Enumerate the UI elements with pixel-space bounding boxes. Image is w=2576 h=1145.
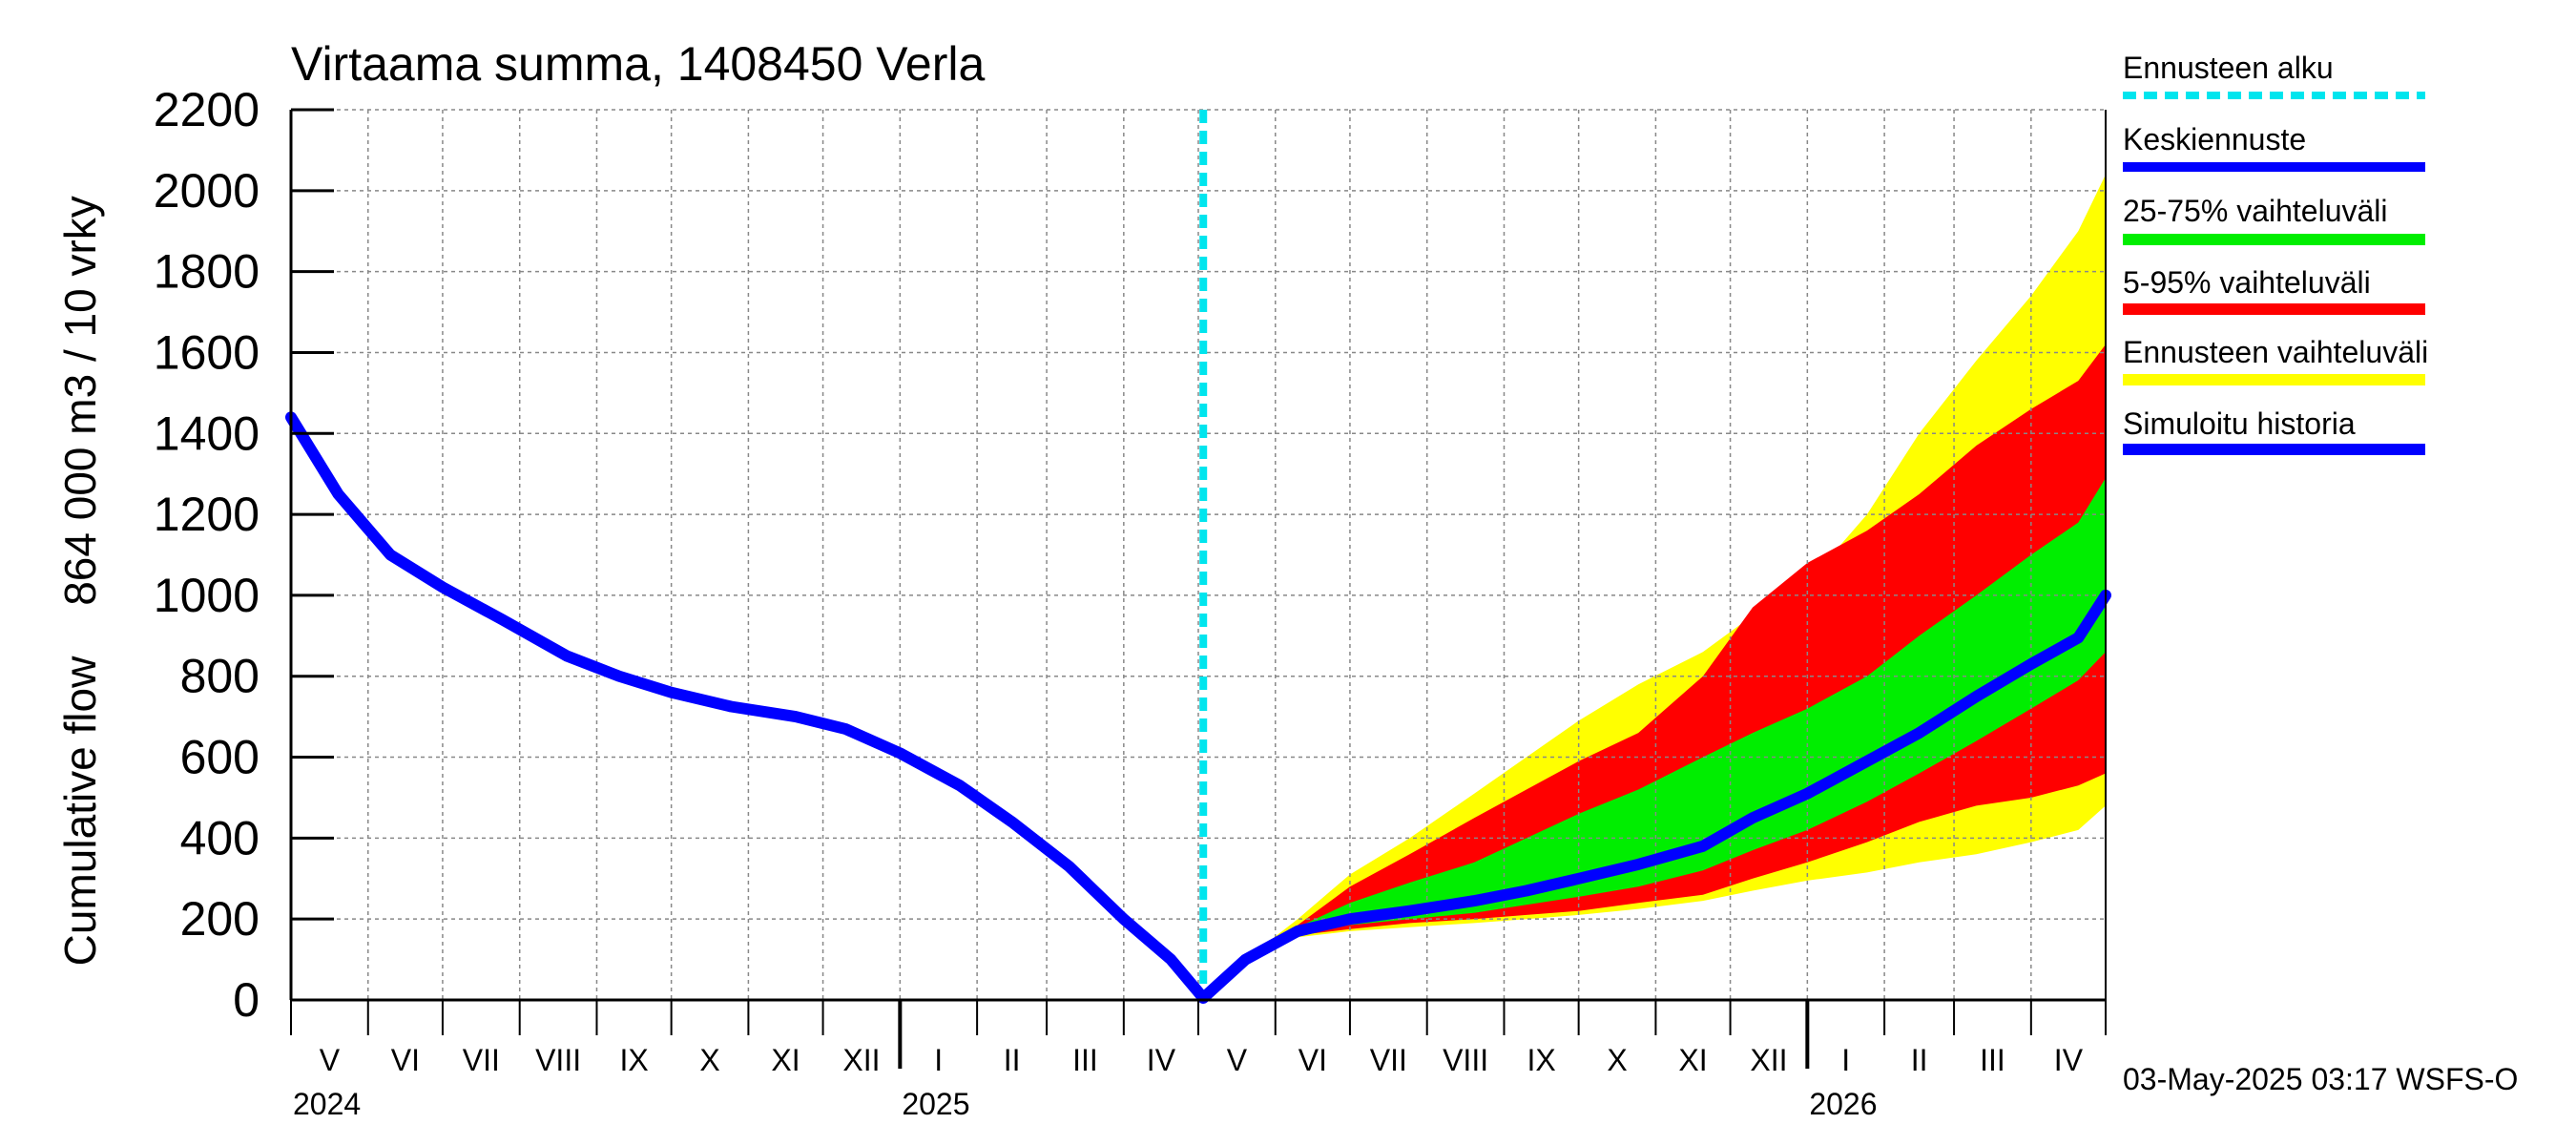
y-tick-label: 200 (180, 892, 260, 946)
x-month-label: VII (463, 1043, 500, 1077)
legend-label-p5-95: 5-95% vaihteluväli (2123, 265, 2371, 300)
legend-swatch-mean (2123, 162, 2425, 172)
y-tick-label: 2200 (154, 83, 260, 136)
history-line (285, 411, 1210, 1004)
x-month-label: II (1911, 1043, 1928, 1077)
legend-label-mean: Keskiennuste (2123, 122, 2306, 156)
x-month-label: III (1980, 1043, 2005, 1077)
legend-swatch-p5-95 (2123, 303, 2425, 315)
x-month-label: I (934, 1043, 943, 1077)
x-month-label: VII (1370, 1043, 1407, 1077)
y-tick-label: 1200 (154, 488, 260, 541)
x-month-label: VIII (535, 1043, 581, 1077)
mean-forecast-line (1197, 589, 2111, 1004)
series-lines (285, 411, 2111, 1004)
x-month-label: I (1841, 1043, 1850, 1077)
x-month-label: IV (1147, 1043, 1176, 1077)
x-month-label: V (320, 1043, 341, 1077)
footer-timestamp: 03-May-2025 03:17 WSFS-O (2123, 1062, 2518, 1096)
y-tick-label: 1600 (154, 325, 260, 379)
band-5-95 (1203, 344, 2106, 998)
legend-label-p25-75: 25-75% vaihteluväli (2123, 194, 2388, 228)
x-month-label: VIII (1443, 1043, 1488, 1077)
x-month-label: XII (842, 1043, 880, 1077)
x-month-label: X (699, 1043, 719, 1077)
y-tick-label: 600 (180, 731, 260, 784)
x-month-label: VI (391, 1043, 420, 1077)
x-month-label: VI (1298, 1043, 1327, 1077)
y-tick-label: 1400 (154, 406, 260, 460)
x-month-label: II (1004, 1043, 1021, 1077)
y-axis-label-quantity: Cumulative flow (55, 656, 105, 966)
legend-label-history: Simuloitu historia (2123, 406, 2356, 441)
x-year-label: 2026 (1809, 1087, 1877, 1121)
legend-swatch-history (2123, 444, 2425, 455)
y-tick-label: 1800 (154, 245, 260, 299)
legend: Ennusteen alku Keskiennuste 25-75% vaiht… (2123, 51, 2428, 455)
y-tick-label: 2000 (154, 164, 260, 218)
y-tick-label: 1000 (154, 569, 260, 622)
forecast-bands (1203, 174, 2106, 998)
x-month-label: XI (771, 1043, 800, 1077)
y-axis-label-unit: 864 000 m3 / 10 vrky (55, 196, 105, 606)
x-year-label: 2025 (902, 1087, 969, 1121)
legend-label-forecast-start: Ennusteen alku (2123, 51, 2334, 85)
x-month-label: V (1227, 1043, 1248, 1077)
legend-swatch-range (2123, 374, 2425, 385)
x-month-label: XII (1750, 1043, 1787, 1077)
x-month-label: III (1072, 1043, 1098, 1077)
x-month-label: XI (1678, 1043, 1707, 1077)
grid-lines (291, 109, 2106, 1000)
chart-title: Virtaama summa, 1408450 Verla (291, 37, 985, 91)
x-month-label: IV (2054, 1043, 2084, 1077)
legend-swatch-p25-75 (2123, 234, 2425, 245)
x-month-label: IX (1527, 1043, 1555, 1077)
legend-label-range: Ennusteen vaihteluväli (2123, 335, 2428, 369)
y-tick-label: 800 (180, 650, 260, 703)
band-25-75 (1203, 477, 2106, 998)
y-tick-label: 0 (233, 973, 260, 1027)
y-tick-label: 400 (180, 811, 260, 864)
x-month-label: IX (619, 1043, 648, 1077)
x-year-label: 2024 (293, 1087, 361, 1121)
axis-ticks: 0 200 400 600 800 1000 1200 1400 1600 1800 2000 220… (154, 83, 2107, 1121)
x-month-label: X (1607, 1043, 1627, 1077)
